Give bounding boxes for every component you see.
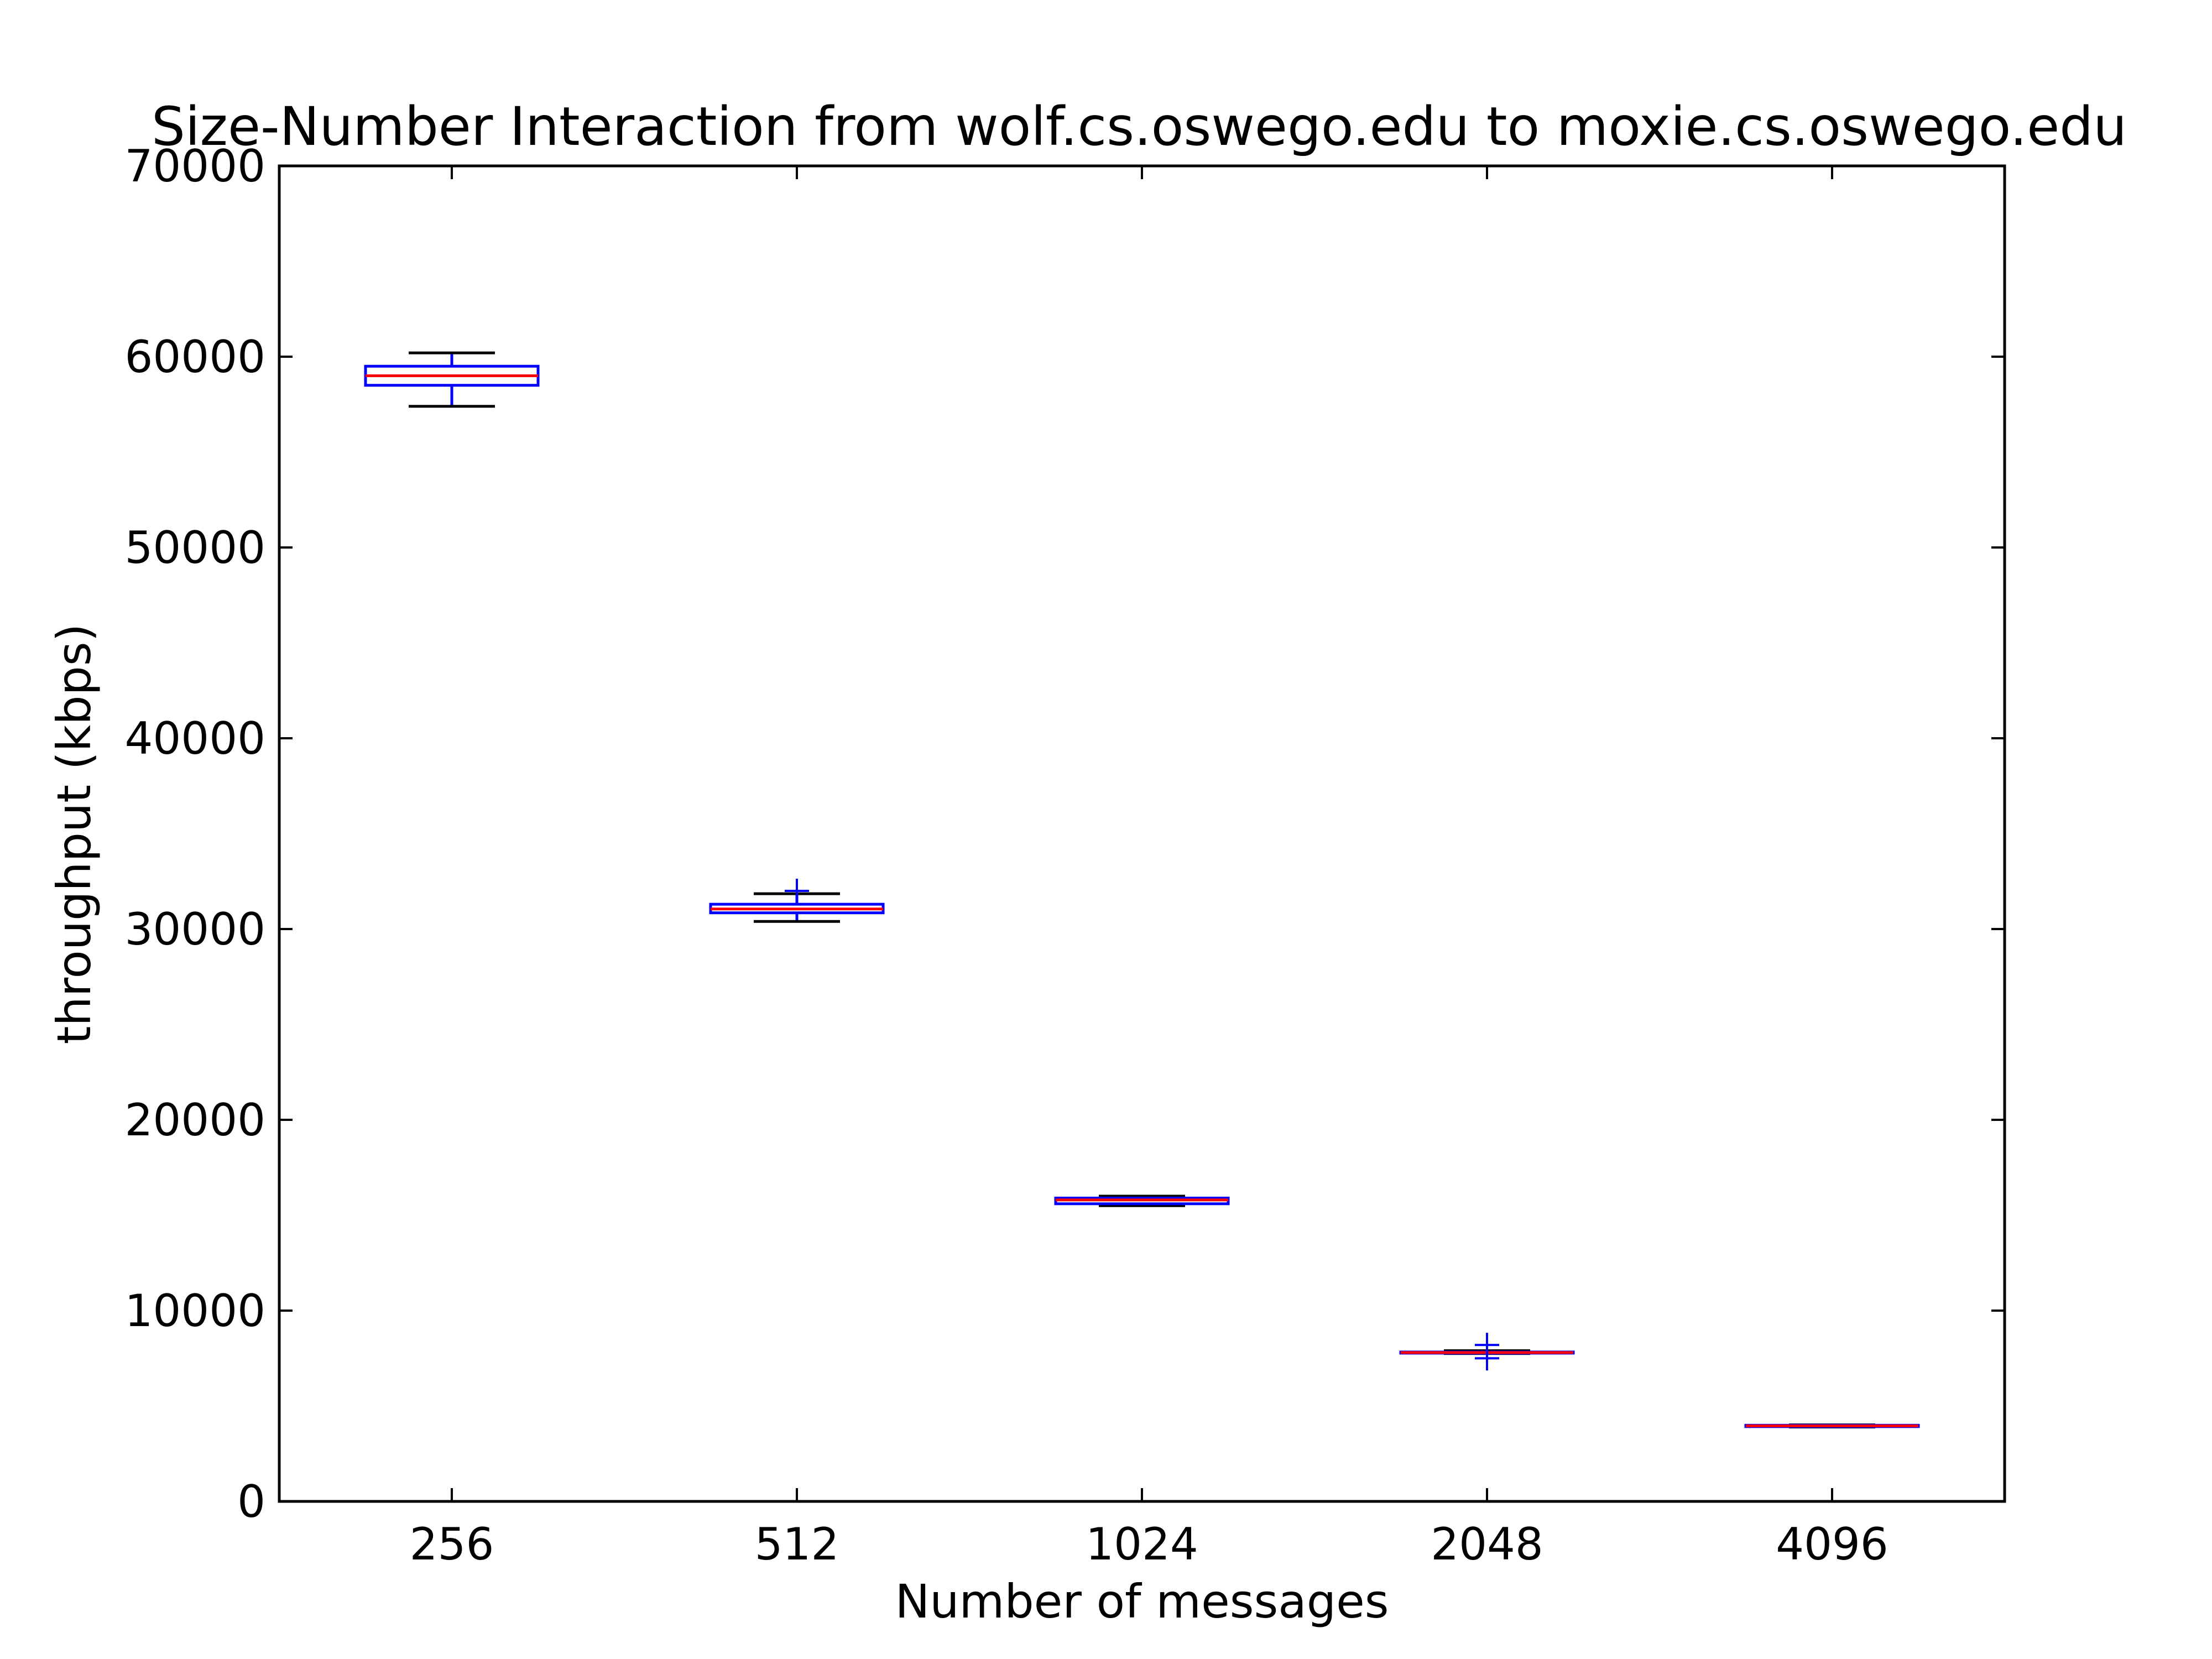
y-axis-label: throughput (kbps) [47,624,101,1045]
y-tick-label: 60000 [125,331,266,383]
y-tick-label: 70000 [125,140,266,192]
x-tick-label: 2048 [1431,1519,1543,1570]
chart-title: Size-Number Interaction from wolf.cs.osw… [152,96,2127,158]
y-tick-label: 0 [237,1476,265,1527]
x-tick-label: 512 [755,1519,839,1570]
y-tick-label: 30000 [125,904,266,955]
x-tick-label: 256 [410,1519,494,1570]
y-tick-label: 40000 [125,713,266,764]
x-tick-label: 4096 [1776,1519,1888,1570]
axes-frame [278,164,2006,1503]
y-tick-label: 20000 [125,1094,266,1146]
y-tick-label: 10000 [125,1285,266,1337]
x-axis-label: Number of messages [895,1574,1389,1629]
y-tick-label: 50000 [125,522,266,573]
x-tick-label: 1024 [1086,1519,1198,1570]
plot-area: 0 10000 20000 30000 40000 50000 60000 70000 256 5… [125,140,2005,1570]
